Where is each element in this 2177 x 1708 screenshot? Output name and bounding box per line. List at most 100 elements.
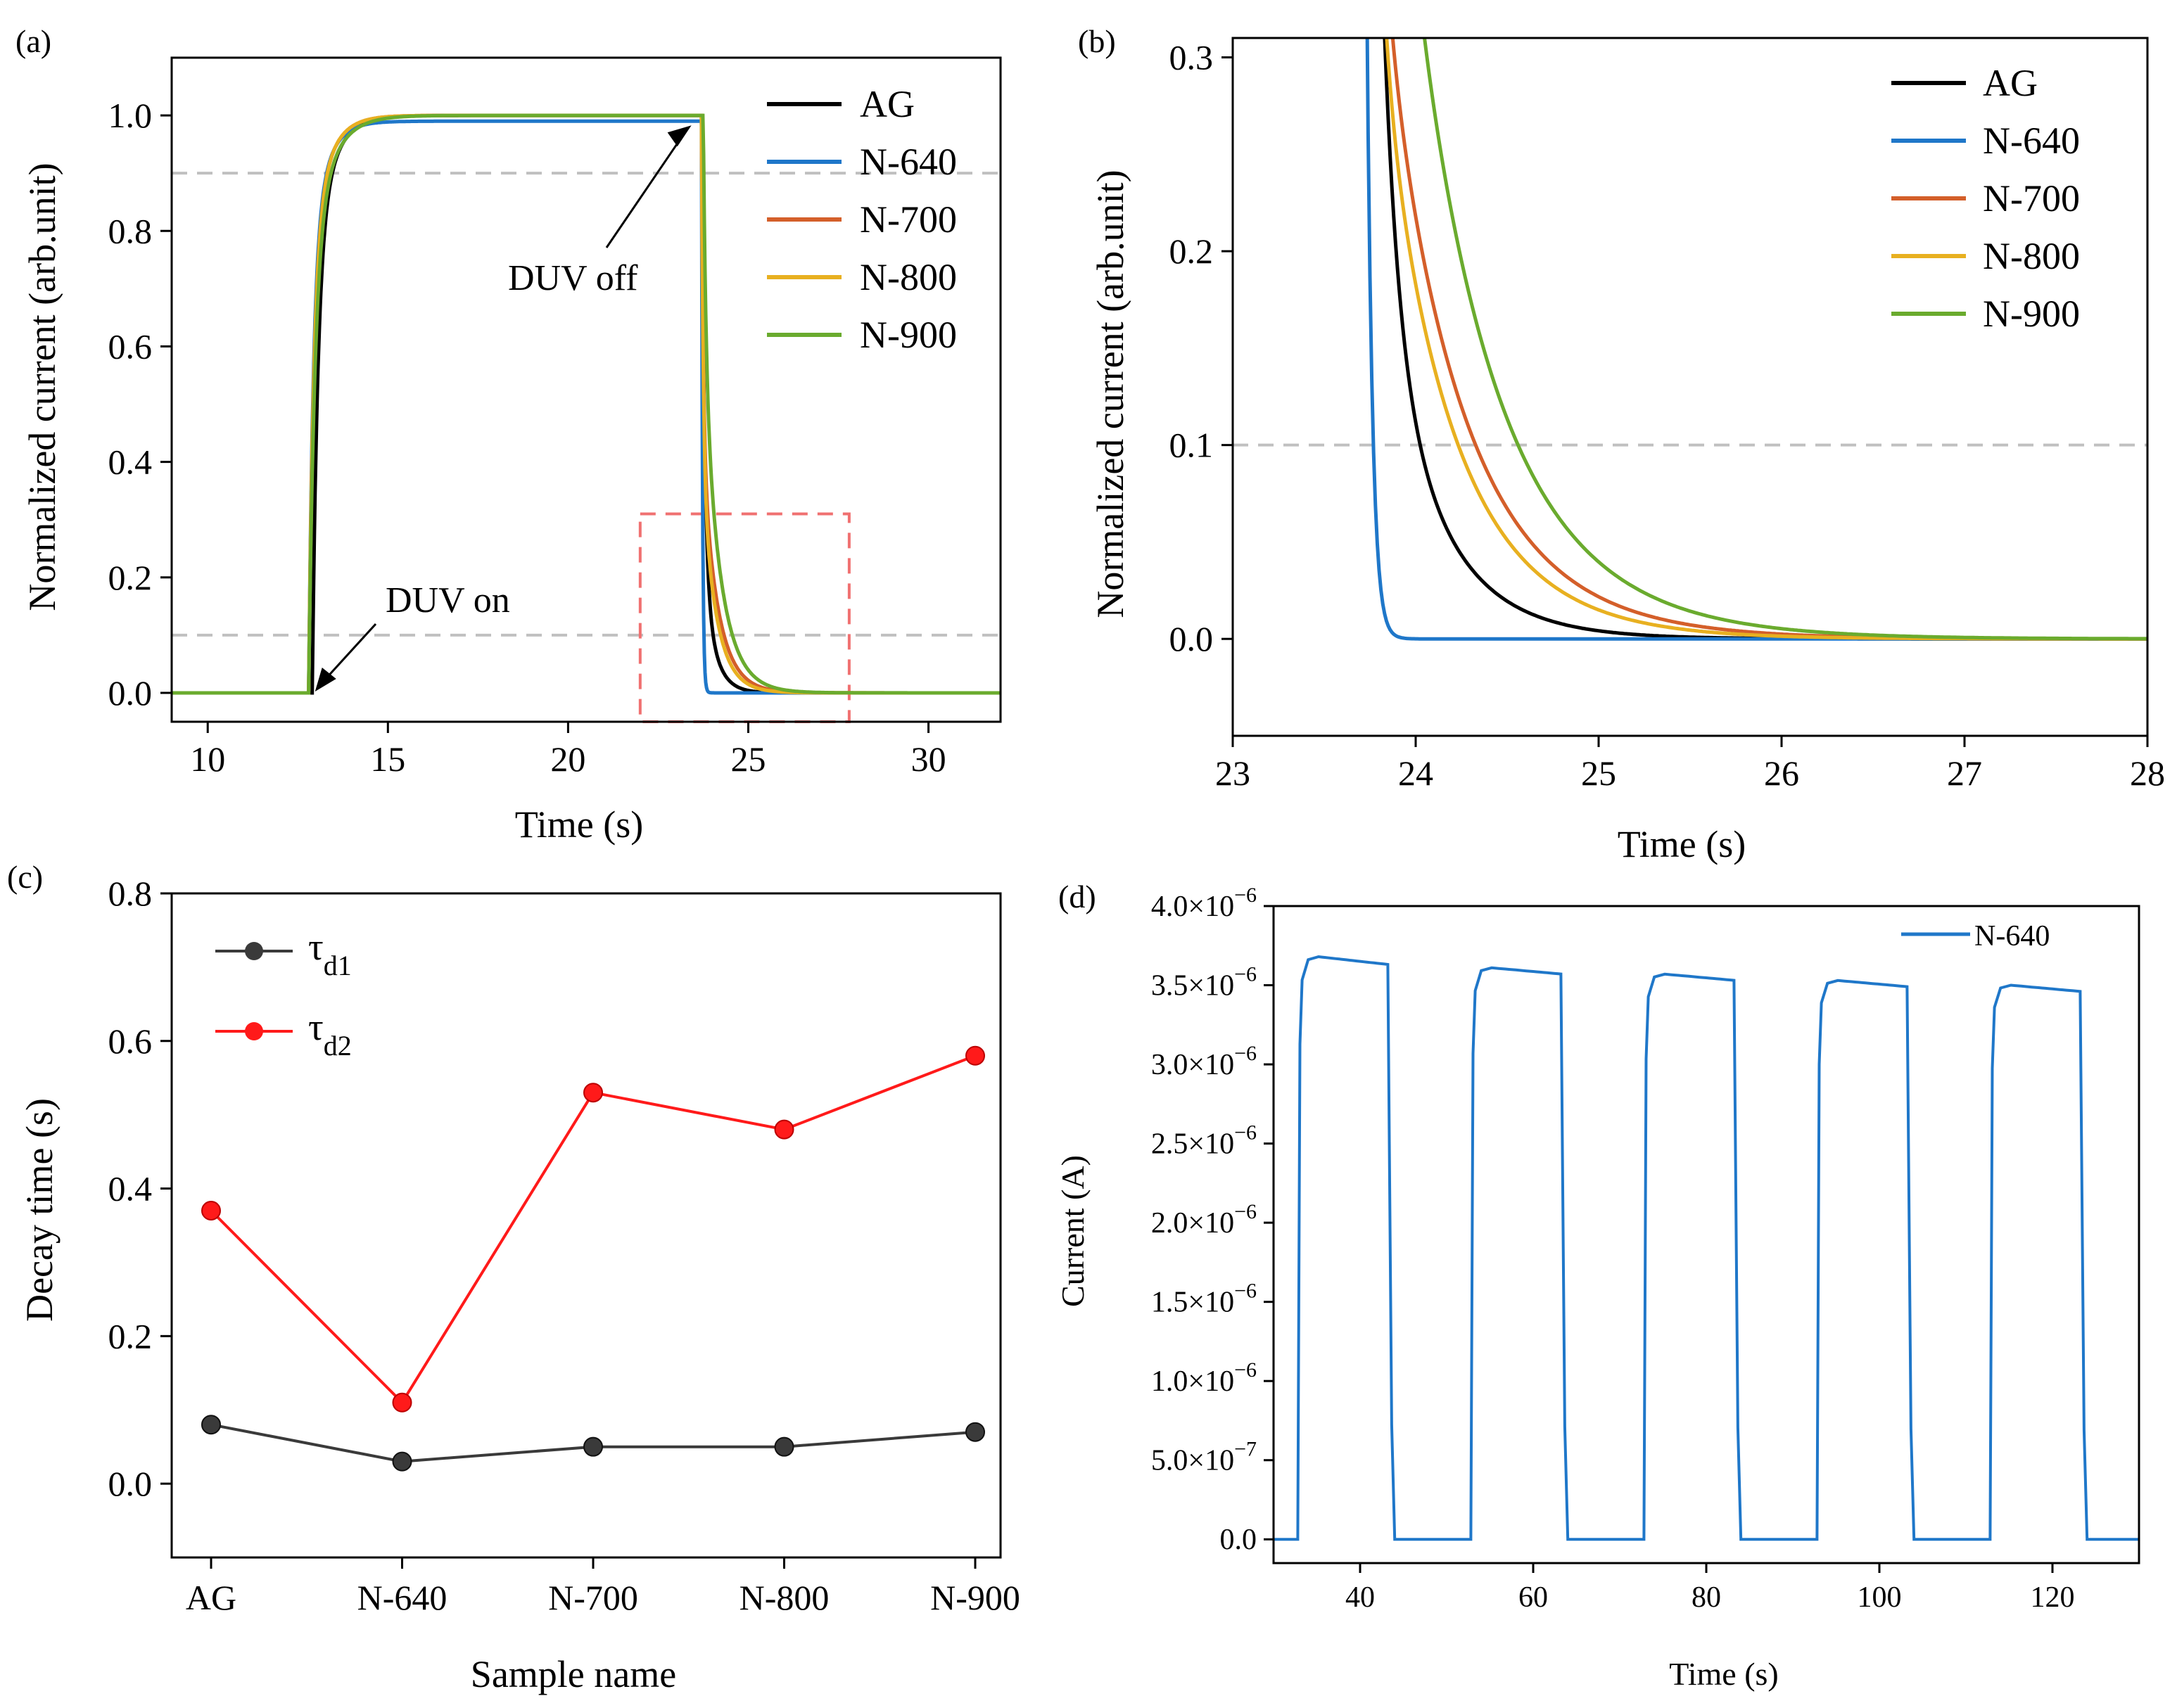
y-tick-label: 4.0×10−6 [1151,884,1257,923]
x-tick-label: 15 [370,739,405,779]
panel-a: (a) Normalized current (arb.unit) Time (… [15,23,1002,846]
panel-c-plot-area: AG N-640 N-700 N-800 N-900 0.0 0.2 0.4 0.6 0.8 τd1… [108,874,1020,1617]
panel-c: (c) Decay time (s) Sample name AG N-640 N-… [7,859,1020,1695]
y-tick-label: 0.4 [108,1169,153,1209]
y-tick-label: 0.3 [1169,38,1214,77]
annotation-duv-off: DUV off [508,258,638,298]
panel-b-y-axis-label: Normalized current (arb.unit) [1089,170,1131,618]
legend-label-n-700: N-700 [860,198,957,241]
x-tick-label: 24 [1398,753,1433,793]
y-tick-label: 0.6 [108,326,153,366]
panel-b: (b) Normalized current (arb.unit) Time (… [1078,23,2165,865]
y-tick-label: 0.0 [108,673,153,713]
legend-label-n-640: N-640 [1983,120,2080,162]
legend-label-ag: AG [1983,62,2038,104]
data-point-d1-n-900 [965,1422,985,1442]
data-point-d2-n-900 [965,1045,985,1066]
axes-frame [1272,905,2140,1564]
panel-d-x-axis-label: Time (s) [1669,1656,1779,1692]
panel-b-plot-area: 23 24 25 26 27 28 0.0 0.1 0.2 0.3 AG N-640 N-700 N-80… [1169,37,2165,793]
data-point-d1-n-800 [774,1436,794,1457]
y-tick-label: 0.2 [1169,231,1214,271]
series-line-n-640 [1273,955,2140,1541]
y-tick-label: 0.6 [108,1021,153,1061]
data-point-d2-n-640 [392,1392,412,1413]
annotation-duv-on: DUV on [386,580,510,620]
series-line-n-900 [172,113,1001,695]
y-tick-label: 1.0×10−6 [1151,1358,1257,1398]
y-tick-label: 0.2 [108,558,153,597]
legend-label-n-640: N-640 [860,141,957,183]
y-tick-label: 3.0×10−6 [1151,1042,1257,1081]
legend-marker-d2 [245,1022,263,1040]
legend-label-n-640: N-640 [1974,920,2050,952]
panel-d-y-axis-label: Current (A) [1055,1155,1091,1307]
legend-label-d2: τd2 [308,1006,352,1062]
y-tick-label: 1.0 [108,96,153,135]
axes-frame [170,56,1002,723]
legend-label-d1: τd1 [308,926,352,981]
panel-b-label: (b) [1078,23,1116,59]
panel-b-x-axis-label: Time (s) [1618,823,1746,865]
legend-marker-d1 [245,942,263,960]
x-tick-label: 23 [1215,753,1250,793]
panel-b-series-group [1365,38,2147,641]
y-tick-label: 0.8 [108,874,153,913]
legend-label-n-900: N-900 [1983,293,2080,335]
panel-a-x-axis-label: Time (s) [515,803,644,846]
series-line-τ-d2 [210,1054,976,1405]
y-tick-label: 0.0 [108,1464,153,1503]
x-tick-label: 100 [1858,1581,1902,1614]
x-tick-label: N-700 [548,1578,638,1617]
y-tick-label: 0.8 [108,211,153,250]
arrowhead-on [315,667,336,692]
data-point-d1-n-640 [392,1451,412,1472]
x-tick-label: 28 [2130,753,2165,793]
y-tick-label: 2.5×10−6 [1151,1121,1257,1161]
panel-d: (d) Current (A) Time (s) 40 60 80 100 120 0.0… [1055,879,2140,1692]
panel-c-label: (c) [7,859,43,895]
x-tick-label: N-900 [930,1578,1020,1617]
y-tick-label: 0.1 [1169,426,1214,465]
x-tick-label: 80 [1692,1581,1721,1614]
legend-label-n-900: N-900 [860,314,957,356]
x-tick-label: 10 [190,739,225,779]
panel-d-plot-area: 40 60 80 100 120 0.0 5.0×10−7 1.0×10−6 1.5×10−6 2… [1151,884,2140,1614]
legend-label-ag: AG [860,83,915,125]
panel-a-plot-area: 10 15 20 25 30 0.0 0.2 0.4 0.6 0.8 1.0 DUV on DUV of… [108,56,1002,779]
x-tick-label: AG [186,1578,236,1617]
arrowhead-off [667,125,692,147]
x-tick-label: 27 [1947,753,1982,793]
y-tick-label: 0.0 [1169,619,1214,658]
x-tick-label: 40 [1345,1581,1375,1614]
y-tick-label: 2.0×10−6 [1151,1200,1257,1239]
panel-c-y-axis-label: Decay time (s) [18,1098,61,1322]
data-point-d2-n-700 [583,1083,603,1103]
y-tick-label: 0.4 [108,442,153,482]
x-tick-label: 120 [2031,1581,2075,1614]
y-tick-label: 0.0 [1220,1524,1257,1556]
x-tick-label: 30 [911,739,946,779]
y-tick-label: 1.5×10−6 [1151,1280,1257,1319]
data-point-d2-ag [201,1201,221,1221]
x-tick-label: 26 [1764,753,1799,793]
panel-a-y-axis-label: Normalized current (arb.unit) [21,162,63,611]
y-tick-label: 0.2 [108,1316,153,1356]
data-point-d1-ag [201,1415,221,1435]
legend-label-n-800: N-800 [1983,235,2080,277]
annotation-arrow-off [605,130,687,248]
x-tick-label: 60 [1518,1581,1548,1614]
y-tick-label: 3.5×10−6 [1151,963,1257,1002]
x-tick-label: 25 [730,739,766,779]
panel-c-x-axis-label: Sample name [471,1653,676,1695]
x-tick-label: N-640 [357,1578,448,1617]
y-tick-label: 5.0×10−7 [1151,1438,1257,1477]
axes-frame [1231,37,2149,737]
x-tick-label: 25 [1581,753,1616,793]
legend-label-n-700: N-700 [1983,177,2080,219]
legend-label-n-800: N-800 [860,256,957,298]
x-tick-label: 20 [550,739,585,779]
panel-a-label: (a) [15,23,51,59]
data-point-d2-n-800 [774,1119,794,1140]
